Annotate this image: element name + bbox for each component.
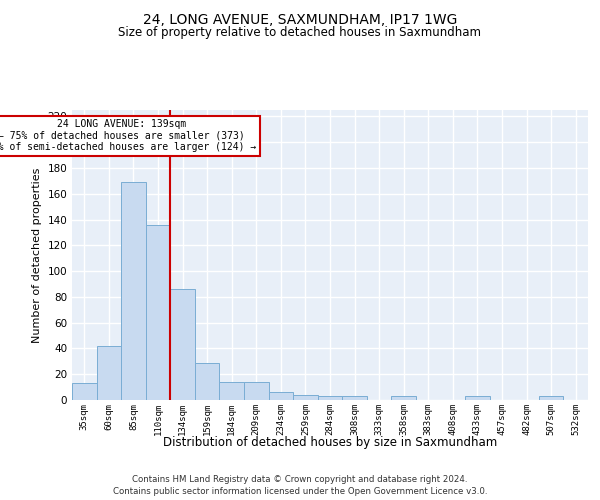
- Bar: [342, 396, 367, 400]
- Bar: [465, 396, 490, 400]
- Bar: [220, 382, 244, 400]
- Bar: [170, 289, 195, 400]
- Bar: [121, 182, 146, 400]
- Bar: [539, 396, 563, 400]
- Bar: [97, 346, 121, 400]
- Text: Contains public sector information licensed under the Open Government Licence v3: Contains public sector information licen…: [113, 486, 487, 496]
- Text: 24 LONG AVENUE: 139sqm
← 75% of detached houses are smaller (373)
25% of semi-de: 24 LONG AVENUE: 139sqm ← 75% of detached…: [0, 119, 256, 152]
- Text: 24, LONG AVENUE, SAXMUNDHAM, IP17 1WG: 24, LONG AVENUE, SAXMUNDHAM, IP17 1WG: [143, 12, 457, 26]
- Bar: [244, 382, 269, 400]
- Text: Distribution of detached houses by size in Saxmundham: Distribution of detached houses by size …: [163, 436, 497, 449]
- Text: Contains HM Land Registry data © Crown copyright and database right 2024.: Contains HM Land Registry data © Crown c…: [132, 474, 468, 484]
- Bar: [293, 395, 318, 400]
- Bar: [391, 396, 416, 400]
- Y-axis label: Number of detached properties: Number of detached properties: [32, 168, 42, 342]
- Bar: [146, 224, 170, 400]
- Bar: [318, 396, 342, 400]
- Bar: [72, 383, 97, 400]
- Bar: [195, 362, 220, 400]
- Bar: [269, 392, 293, 400]
- Text: Size of property relative to detached houses in Saxmundham: Size of property relative to detached ho…: [119, 26, 482, 39]
